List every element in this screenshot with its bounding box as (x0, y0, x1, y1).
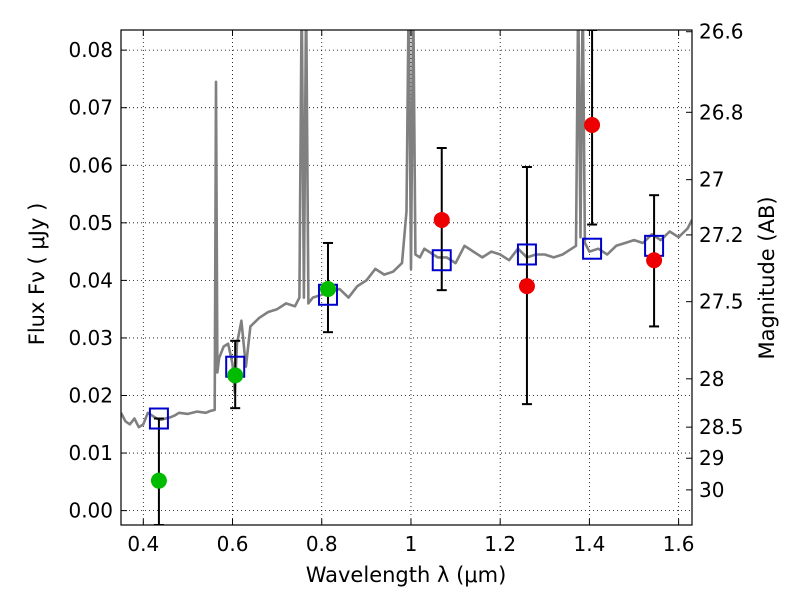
y2-tick-label: 26.8 (699, 100, 744, 124)
spectrum-line (121, 30, 692, 429)
x-axis-label: Wavelength λ (μm) (306, 563, 507, 587)
y-tick-label: 0.07 (68, 96, 113, 120)
observed-flux-point (518, 278, 535, 295)
y-tick-label: 0.05 (68, 211, 113, 235)
y-tick-label: 0.03 (68, 326, 113, 350)
model-flux-square (516, 243, 537, 266)
x-tick-label: 1 (405, 532, 418, 556)
y2-tick-label: 27.2 (699, 223, 744, 247)
x-tick-label: 0.8 (306, 532, 338, 556)
y2-tick-label: 26.6 (699, 20, 744, 44)
x-tick-label: 1.2 (484, 532, 516, 556)
x-tick-labels: 0.4 0.6 0.8 1 1.2 1.4 1.6 (127, 532, 694, 556)
y-tick-label: 0.04 (68, 268, 113, 292)
observed-flux-point (227, 367, 244, 384)
y2-axis-label: Magnitude (AB) (755, 196, 779, 359)
plot-area (121, 30, 692, 525)
observed-flux-point (319, 281, 336, 298)
axis-ticks (121, 30, 692, 525)
y-tick-label: 0.00 (68, 499, 113, 523)
x-tick-label: 0.4 (127, 532, 159, 556)
y-tick-label: 0.06 (68, 153, 113, 177)
y-tick-label: 0.02 (68, 383, 113, 407)
model-flux-square (431, 249, 452, 272)
y2-tick-label: 28.5 (699, 415, 744, 439)
y-axis-label: Flux Fν ( μJy ) (25, 203, 49, 346)
y-tick-labels: 0.00 0.01 0.02 0.03 0.04 0.05 0.06 0.07 0.08 (68, 38, 113, 522)
observed-flux-point (646, 252, 663, 269)
observed-flux-point (150, 472, 167, 489)
plot-frame (120, 29, 693, 526)
y2-tick-label: 27.5 (699, 290, 744, 314)
observed-flux-point (433, 211, 450, 228)
x-tick-label: 1.6 (663, 532, 695, 556)
model-flux-square (582, 237, 603, 260)
y-tick-label: 0.01 (68, 441, 113, 465)
x-tick-label: 0.6 (217, 532, 249, 556)
y2-tick-label: 28 (699, 367, 724, 391)
x-tick-label: 1.4 (573, 532, 605, 556)
y2-tick-labels: 26.6 26.8 27 27.2 27.5 28 28.5 29 30 (699, 20, 744, 502)
y2-tick-label: 30 (699, 478, 724, 502)
grid (121, 30, 692, 525)
observed-flux-point (584, 116, 601, 133)
model-flux-square (148, 407, 169, 430)
y2-tick-label: 29 (699, 446, 724, 470)
y2-tick-label: 27 (699, 168, 724, 192)
y-tick-label: 0.08 (68, 38, 113, 62)
